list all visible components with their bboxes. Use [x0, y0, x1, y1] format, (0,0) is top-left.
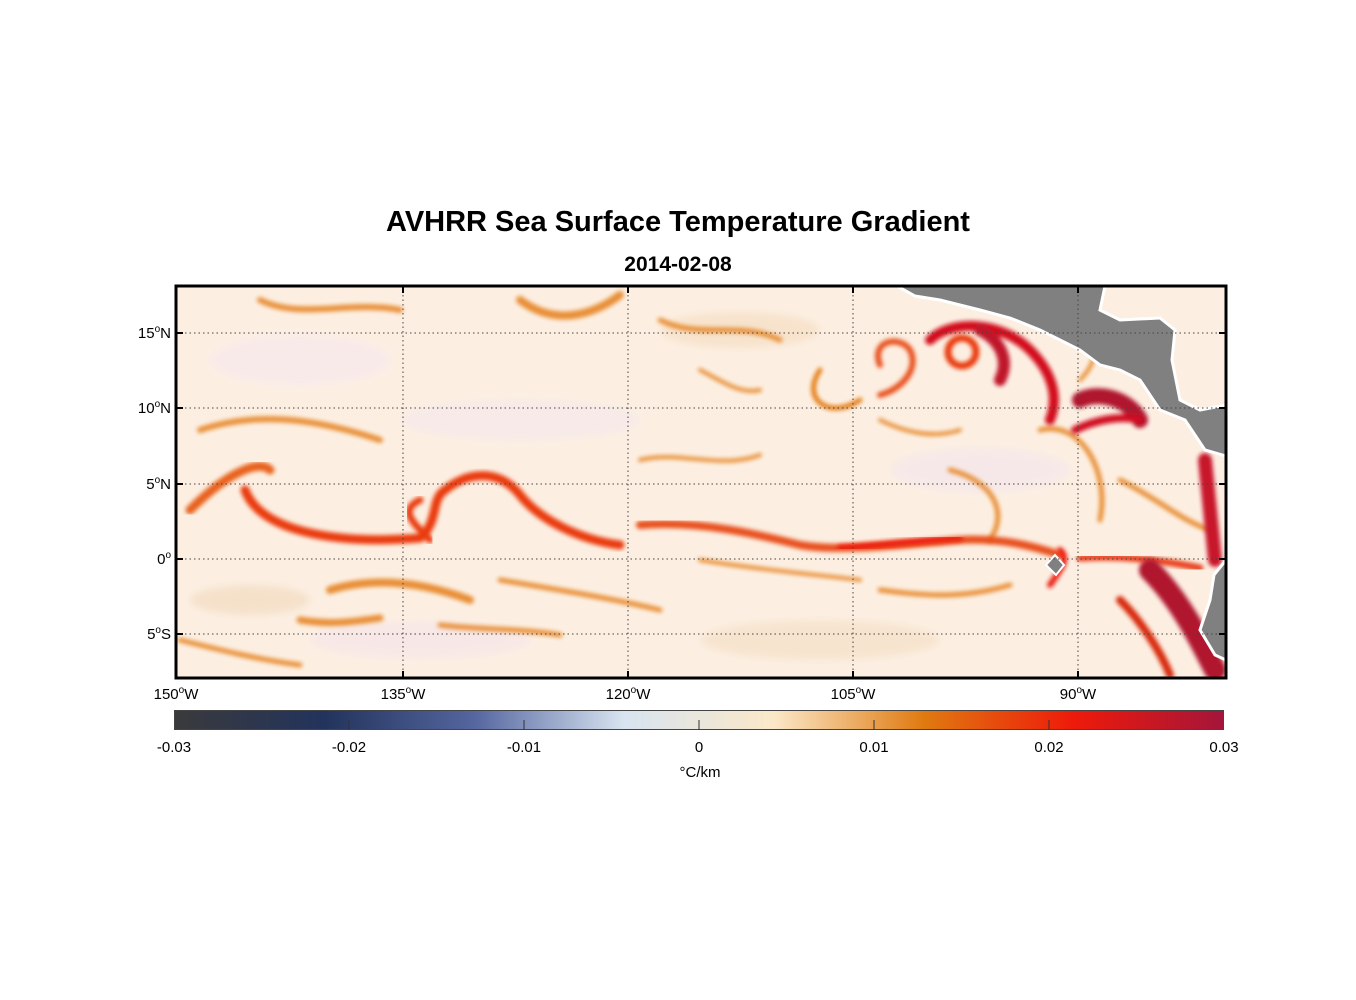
map-frame [174, 284, 1228, 680]
colorbar [174, 710, 1224, 730]
fronts-weak [177, 291, 1213, 668]
colorbar-tick-label: 0.03 [1209, 739, 1239, 756]
chart-title: AVHRR Sea Surface Temperature Gradient [386, 206, 970, 238]
chart-subtitle: 2014-02-08 [624, 253, 732, 276]
colorbar-tick-label: -0.03 [156, 739, 192, 756]
lon-label-90w: 90oW [1059, 685, 1097, 703]
axis-ticks [176, 286, 1226, 678]
lat-label-5n: 5oN [146, 475, 171, 493]
lon-label-105w: 105oW [830, 685, 876, 703]
colorbar-tick-label: -0.01 [506, 739, 542, 756]
lat-label-15n: 15oN [137, 324, 171, 342]
colorbar-tick-label: 0 [694, 739, 704, 756]
coastal-eddies [811, 321, 1226, 678]
lat-label-10n: 10oN [137, 399, 171, 417]
colorbar-tick-label: 0.01 [859, 739, 889, 756]
lat-label-5s: 5oS [147, 625, 171, 643]
sst-gradient-map [174, 284, 1228, 680]
colorbar-tick-label: -0.02 [331, 739, 367, 756]
lon-label-135w: 135oW [380, 685, 426, 703]
colorbar-tick-label: 0.02 [1034, 739, 1064, 756]
lon-label-120w: 120oW [605, 685, 651, 703]
lon-label-150w: 150oW [153, 685, 199, 703]
colorbar-unit-label: °C/km [679, 764, 721, 781]
lat-label-0: 0o [157, 550, 171, 568]
